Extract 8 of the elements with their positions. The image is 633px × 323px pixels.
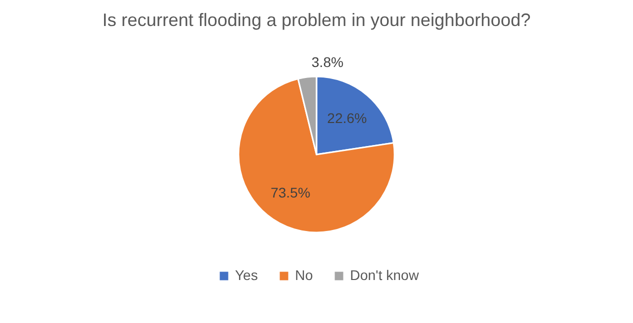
legend-label: No — [295, 267, 314, 283]
pie-slice — [238, 78, 396, 234]
data-label: 3.8% — [312, 54, 344, 70]
chart-title: Is recurrent flooding a problem in your neighborhood? — [102, 10, 531, 30]
legend-label: Don't know — [350, 267, 420, 283]
data-label: 22.6% — [327, 110, 367, 126]
data-label: 73.5% — [270, 184, 310, 200]
legend-label: Yes — [235, 267, 258, 283]
